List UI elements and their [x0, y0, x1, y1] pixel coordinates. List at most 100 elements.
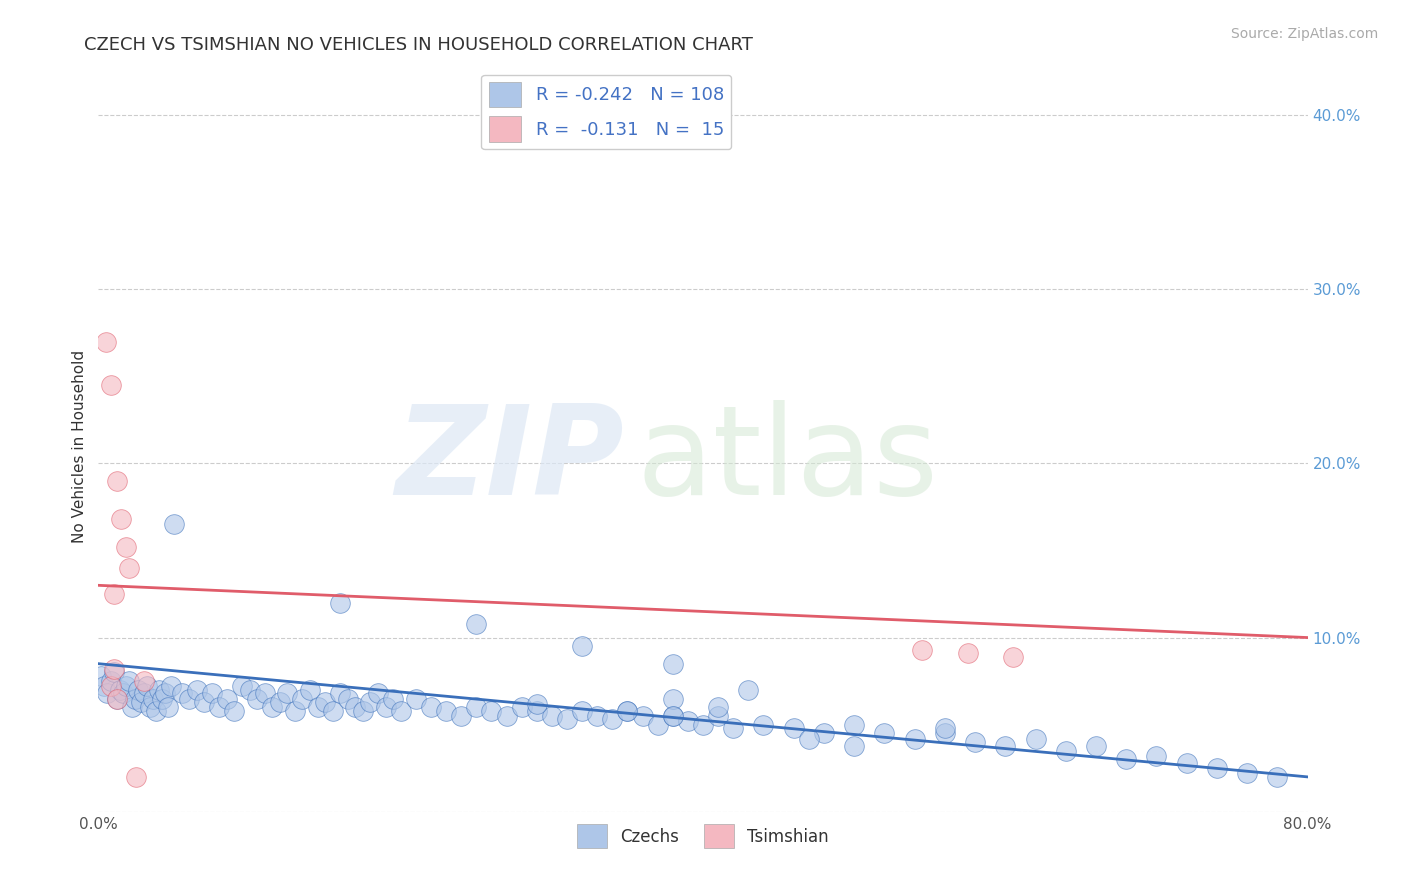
Point: [571, 640, 593, 654]
Point: [934, 726, 956, 740]
Point: [661, 709, 683, 723]
Point: [160, 679, 183, 693]
Point: [124, 691, 146, 706]
Point: [1236, 766, 1258, 780]
Point: [873, 726, 896, 740]
Point: [661, 691, 683, 706]
Point: [450, 709, 472, 723]
Point: [934, 721, 956, 735]
Point: [148, 682, 170, 697]
Point: [179, 691, 201, 706]
Point: [1206, 761, 1229, 775]
Point: [299, 682, 322, 697]
Point: [142, 691, 165, 706]
Point: [526, 697, 548, 711]
Point: [540, 709, 562, 723]
Point: [571, 704, 593, 718]
Point: [118, 674, 141, 689]
Y-axis label: No Vehicles in Household: No Vehicles in Household: [72, 350, 87, 542]
Point: [434, 704, 457, 718]
Point: [602, 713, 624, 727]
Point: [145, 704, 167, 718]
Point: [707, 700, 730, 714]
Text: atlas: atlas: [637, 401, 939, 521]
Point: [495, 709, 517, 723]
Point: [1085, 739, 1108, 753]
Point: [707, 709, 730, 723]
Point: [382, 691, 405, 706]
Point: [103, 587, 125, 601]
Point: [246, 691, 269, 706]
Point: [231, 679, 253, 693]
Point: [139, 700, 162, 714]
Point: [125, 770, 148, 784]
Point: [661, 657, 683, 671]
Point: [90, 669, 112, 683]
Point: [1144, 749, 1167, 764]
Point: [100, 679, 122, 693]
Point: [94, 334, 117, 349]
Point: [1175, 756, 1198, 770]
Point: [586, 709, 609, 723]
Point: [105, 691, 128, 706]
Point: [344, 700, 367, 714]
Point: [360, 695, 382, 709]
Point: [105, 474, 128, 488]
Point: [93, 679, 115, 693]
Point: [105, 691, 128, 706]
Point: [284, 704, 307, 718]
Point: [114, 679, 136, 693]
Point: [156, 700, 179, 714]
Point: [215, 691, 238, 706]
Point: [1001, 649, 1024, 664]
Point: [201, 686, 224, 700]
Point: [224, 704, 246, 718]
Point: [100, 378, 122, 392]
Point: [336, 691, 359, 706]
Point: [956, 646, 979, 660]
Point: [1115, 752, 1137, 766]
Point: [752, 717, 775, 731]
Point: [737, 682, 759, 697]
Point: [121, 700, 143, 714]
Point: [813, 726, 835, 740]
Point: [307, 700, 329, 714]
Point: [374, 700, 396, 714]
Point: [1024, 731, 1046, 746]
Point: [420, 700, 443, 714]
Point: [844, 739, 866, 753]
Point: [510, 700, 533, 714]
Point: [676, 714, 699, 728]
Point: [661, 709, 683, 723]
Point: [314, 695, 336, 709]
Point: [127, 682, 149, 697]
Point: [692, 717, 714, 731]
Point: [239, 682, 262, 697]
Point: [103, 665, 125, 680]
Point: [616, 704, 638, 718]
Point: [1054, 744, 1077, 758]
Point: [994, 739, 1017, 753]
Point: [965, 735, 987, 749]
Point: [291, 691, 314, 706]
Point: [329, 686, 352, 700]
Point: [110, 512, 132, 526]
Point: [352, 704, 374, 718]
Point: [193, 695, 215, 709]
Point: [96, 686, 118, 700]
Point: [163, 517, 186, 532]
Point: [170, 686, 193, 700]
Point: [723, 721, 745, 735]
Point: [783, 721, 806, 735]
Point: [276, 686, 298, 700]
Point: [108, 682, 131, 697]
Point: [481, 704, 503, 718]
Text: CZECH VS TSIMSHIAN NO VEHICLES IN HOUSEHOLD CORRELATION CHART: CZECH VS TSIMSHIAN NO VEHICLES IN HOUSEH…: [84, 36, 754, 54]
Point: [150, 691, 173, 706]
Text: ZIP: ZIP: [395, 401, 624, 521]
Point: [911, 642, 934, 657]
Point: [631, 709, 654, 723]
Point: [118, 561, 141, 575]
Point: [132, 674, 155, 689]
Point: [797, 731, 820, 746]
